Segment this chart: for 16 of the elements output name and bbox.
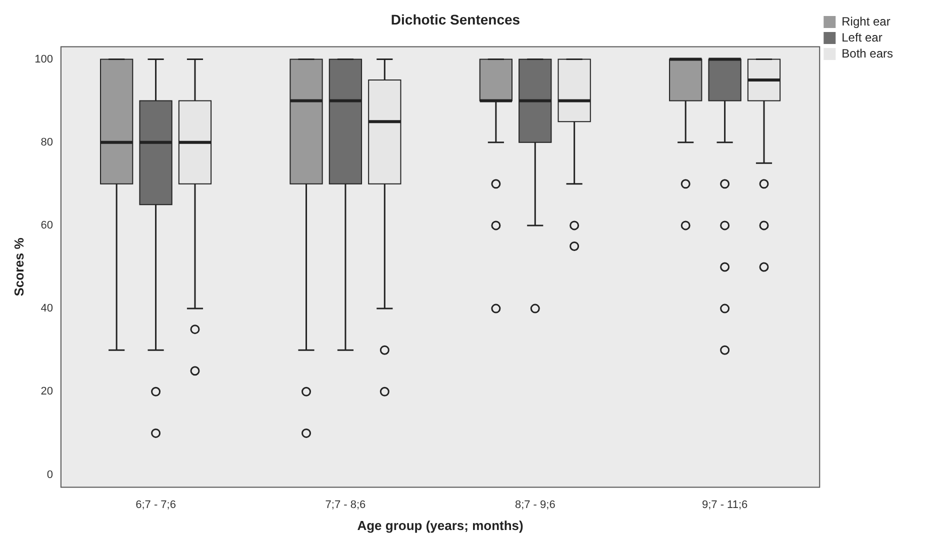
legend-label: Left ear [842,30,882,44]
x-tick-label: 7;7 - 8;6 [325,498,366,511]
y-axis-title: Scores % [11,237,26,296]
y-tick-label: 40 [40,302,53,315]
legend-label: Both ears [842,46,894,60]
x-tick-label: 6;7 - 7;6 [136,498,176,511]
y-tick-label: 100 [34,53,53,66]
x-tick-label: 9;7 - 11;6 [702,498,748,511]
y-tick-label: 80 [40,136,53,148]
x-axis-title: Age group (years; months) [357,518,524,533]
y-tick-label: 20 [40,386,53,398]
x-tick-label: 8;7 - 9;6 [514,498,556,511]
y-tick-label: 0 [46,468,53,481]
legend-label: Right ear [842,14,890,28]
y-tick-label: 60 [40,219,53,232]
chart-title: Dichotic Sentences [390,11,520,28]
